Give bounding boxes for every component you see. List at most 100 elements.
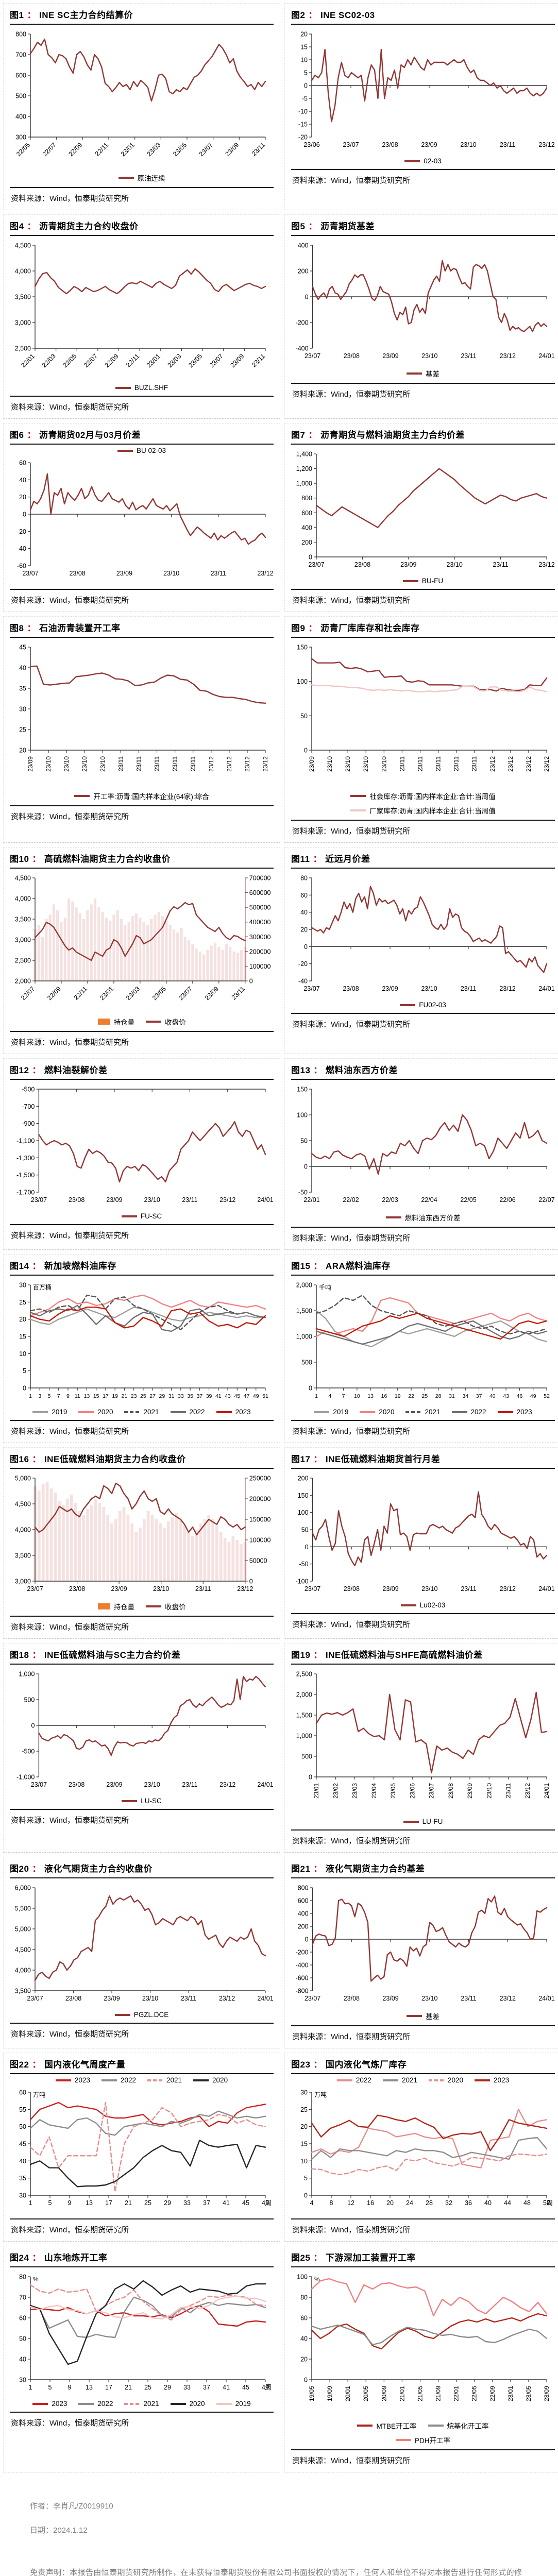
svg-text:23/08: 23/08 bbox=[69, 1196, 84, 1204]
figure-title: 图10：高硫燃料油期货主力合约收盘价 bbox=[10, 852, 274, 869]
svg-text:-700: -700 bbox=[22, 1103, 35, 1110]
chart-area: -1,000 -500 0 500 1,000 23/07 23/08 23/09 23/10 2… bbox=[10, 1667, 274, 1796]
figure-title-text: 燃料油东西方价差 bbox=[325, 1065, 398, 1075]
figure-cell-图8: 图8：石油沥青装置开工率 20 25 30 35 40 45 23/09 23/10 23/10 2… bbox=[3, 616, 280, 843]
svg-text:27: 27 bbox=[149, 1393, 156, 1399]
svg-text:22/07: 22/07 bbox=[20, 985, 36, 1002]
svg-text:40: 40 bbox=[19, 477, 26, 484]
legend-line-swatch-icon bbox=[216, 2402, 232, 2405]
chart-area: 0 200 400 600 800 1,000 1,200 1,400 23/07 23/08 23… bbox=[291, 447, 555, 576]
svg-text:23/04: 23/04 bbox=[370, 1783, 378, 1799]
chart-legend: 2022 2021 2020 2023 bbox=[335, 2076, 511, 2084]
svg-text:23/11: 23/11 bbox=[461, 1585, 476, 1592]
svg-text:-1,500: -1,500 bbox=[16, 1172, 35, 1179]
svg-text:48: 48 bbox=[523, 2199, 531, 2207]
chart-图25: 0 20 40 60 80 100 19/05 19/09 20/01 20/05 20/09 21/… bbox=[297, 2274, 550, 2402]
svg-text:21/09: 21/09 bbox=[435, 2386, 442, 2401]
svg-text:1,000: 1,000 bbox=[296, 1333, 312, 1341]
svg-text:23/11: 23/11 bbox=[135, 756, 142, 771]
chart-legend: 燃料油东西方价差 bbox=[291, 1212, 555, 1223]
svg-text:19/05: 19/05 bbox=[308, 2386, 315, 2401]
svg-text:40: 40 bbox=[19, 665, 26, 672]
svg-text:23/06: 23/06 bbox=[409, 1783, 416, 1799]
svg-text:-100: -100 bbox=[296, 1578, 309, 1585]
svg-text:23/11: 23/11 bbox=[505, 1783, 512, 1798]
svg-text:22/05: 22/05 bbox=[460, 1196, 476, 1204]
svg-text:4: 4 bbox=[310, 2199, 314, 2207]
legend-label: PDH开工率 bbox=[414, 2437, 450, 2445]
svg-text:400: 400 bbox=[15, 113, 26, 121]
figure-number: 图24 bbox=[10, 2253, 29, 2263]
svg-text:7: 7 bbox=[342, 1393, 345, 1399]
svg-text:23/09: 23/09 bbox=[116, 570, 132, 577]
figure-title-colon: ： bbox=[32, 854, 41, 864]
svg-text:23: 23 bbox=[131, 1393, 137, 1399]
svg-text:3,000: 3,000 bbox=[15, 937, 31, 944]
svg-text:-200: -200 bbox=[296, 319, 309, 327]
figure-number: 图13 bbox=[291, 1065, 311, 1075]
svg-text:60: 60 bbox=[19, 460, 26, 467]
svg-text:200: 200 bbox=[301, 539, 312, 546]
svg-text:19: 19 bbox=[112, 1393, 118, 1399]
chart-area: 300 400 500 600 700 800 22/05 22/07 22/09 22/11 23… bbox=[10, 27, 274, 172]
chart-area: -100 -50 0 50 100 150 200 23/07 23/08 23/09 23/10 2… bbox=[291, 1471, 555, 1600]
chart-area: -1,700 -1,500 -1,300 -1,100 -900 -700 -500 23/0… bbox=[10, 1082, 274, 1211]
svg-text:25: 25 bbox=[300, 2106, 308, 2113]
legend-label: 2023 bbox=[516, 1408, 532, 1416]
figure-title-text: 沥青期货与燃料油期货主力合约价差 bbox=[320, 430, 465, 440]
svg-text:23/01: 23/01 bbox=[98, 985, 115, 1002]
chart-legend: LU-SC bbox=[10, 1797, 274, 1805]
svg-text:100: 100 bbox=[297, 678, 308, 685]
svg-text:23/07: 23/07 bbox=[27, 1585, 43, 1592]
svg-text:-400: -400 bbox=[296, 1962, 309, 1969]
series-收盘价 bbox=[34, 902, 246, 961]
svg-text:60: 60 bbox=[19, 2315, 26, 2322]
svg-text:60: 60 bbox=[300, 2315, 308, 2322]
legend-line-swatch-icon bbox=[117, 449, 133, 452]
chart-area: 3,000 3,500 4,000 4,500 5,000 0 50000 100000 150… bbox=[10, 1471, 274, 1600]
legend-item: 2022 bbox=[101, 2076, 136, 2084]
svg-text:100: 100 bbox=[297, 2274, 308, 2281]
legend-label: LU-SC bbox=[141, 1797, 162, 1805]
svg-text:10: 10 bbox=[19, 1350, 26, 1358]
svg-text:4,000: 4,000 bbox=[15, 1527, 31, 1534]
chart-图8: 20 25 30 35 40 45 23/09 23/10 23/10 23/10 23/10 23/… bbox=[19, 644, 269, 772]
svg-text:80: 80 bbox=[300, 2294, 308, 2301]
figure-title-text: 沥青厂库库存和社会库存 bbox=[320, 623, 420, 633]
figure-cell-图11: 图11：近远月价差 -40 -20 0 20 40 60 80 23/07 23/08 23/09 2… bbox=[284, 847, 558, 1054]
svg-text:43: 43 bbox=[503, 1393, 509, 1399]
svg-text:6,000: 6,000 bbox=[15, 1885, 31, 1892]
series-2023 bbox=[311, 2114, 548, 2151]
svg-text:23/11: 23/11 bbox=[250, 141, 266, 157]
svg-text:1,500: 1,500 bbox=[296, 1712, 312, 1719]
svg-text:23/09: 23/09 bbox=[382, 1995, 398, 2002]
figure-title-text: 高硫燃料油期货主力合约收盘价 bbox=[44, 854, 171, 864]
svg-text:22/03: 22/03 bbox=[382, 1196, 398, 1204]
legend-line-swatch-icon bbox=[32, 1411, 48, 1413]
figure-title-text: 沥青期货02月与03月价差 bbox=[39, 430, 141, 440]
svg-text:-50: -50 bbox=[299, 1561, 309, 1568]
legend-line-swatch-icon bbox=[400, 1604, 416, 1606]
svg-text:500: 500 bbox=[15, 93, 26, 100]
legend-label: FU02-03 bbox=[419, 1001, 446, 1009]
svg-text:5: 5 bbox=[304, 2175, 308, 2182]
legend-line-swatch-icon bbox=[428, 2425, 444, 2427]
legend-item: 烷基化开工率 bbox=[428, 2420, 489, 2431]
svg-text:28: 28 bbox=[426, 2199, 433, 2207]
svg-text:23/08: 23/08 bbox=[69, 1585, 85, 1592]
svg-text:17: 17 bbox=[103, 1393, 109, 1399]
figure-title: 图25：下游深加工装置开工率 bbox=[291, 2250, 555, 2267]
y-axis-unit-label: % bbox=[33, 2276, 39, 2283]
svg-text:22/11: 22/11 bbox=[125, 352, 141, 368]
legend-item: 2023 bbox=[216, 1408, 251, 1416]
svg-text:24/01: 24/01 bbox=[257, 1196, 273, 1204]
figure-title-colon: ： bbox=[32, 1454, 41, 1464]
figure-title-colon: ： bbox=[313, 1065, 323, 1075]
svg-text:21: 21 bbox=[125, 2199, 132, 2207]
svg-text:15: 15 bbox=[19, 1333, 26, 1341]
legend-item: 2020 bbox=[193, 2076, 228, 2084]
svg-text:22/06: 22/06 bbox=[499, 1196, 515, 1204]
svg-text:23/09: 23/09 bbox=[229, 352, 245, 369]
legend-line-swatch-icon bbox=[350, 809, 366, 811]
legend-label: 2020 bbox=[97, 1408, 113, 1416]
